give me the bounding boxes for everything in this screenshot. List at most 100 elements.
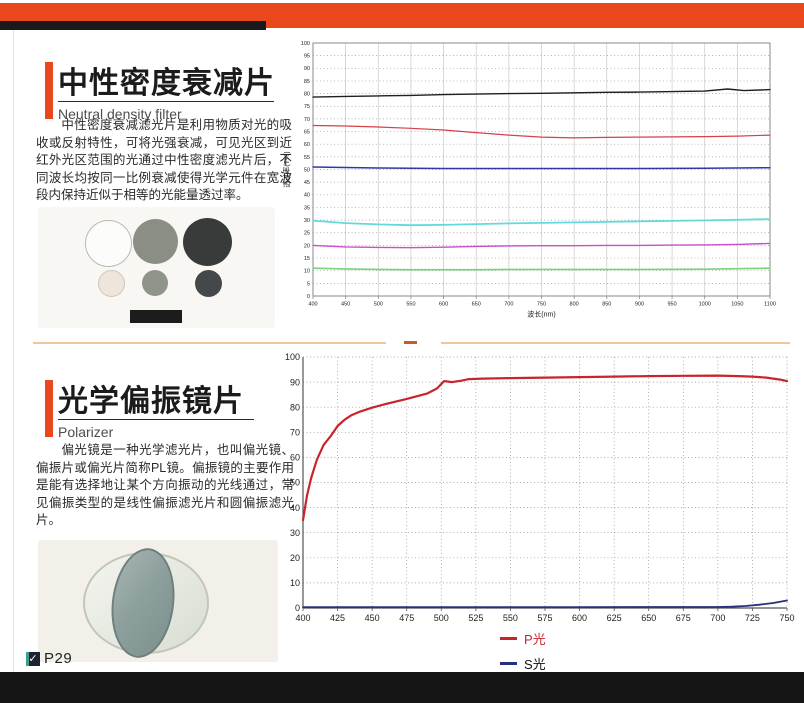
svg-text:40: 40	[304, 193, 310, 199]
page-left-edge	[13, 30, 14, 672]
svg-text:600: 600	[572, 613, 587, 623]
nd-transmission-chart: 400 450 500 550 600 650 700 750 800 850 900 950 1000…	[282, 41, 776, 319]
svg-text:45: 45	[304, 180, 310, 186]
section1-paragraph-text: 中性密度衰减滤光片是利用物质对光的吸收或反射特性，可将光强衰减，可见光区到近红外…	[36, 118, 292, 203]
section2-paragraph-text: 偏光镜是一种光学滤光片，也叫偏光镜、偏振片或偏光片简称PL镜。偏振镜的主要作用是…	[36, 443, 294, 528]
svg-text:5: 5	[307, 281, 310, 287]
p-light-dash-icon	[500, 637, 517, 640]
svg-text:850: 850	[602, 302, 611, 308]
svg-text:450: 450	[341, 302, 350, 308]
header-black-bar	[0, 21, 266, 30]
svg-text:700: 700	[504, 302, 513, 308]
svg-text:1050: 1050	[731, 302, 743, 308]
svg-text:50: 50	[304, 167, 310, 173]
svg-text:透过率(T%): 透过率(T%)	[282, 151, 291, 187]
title-accent-bar	[45, 62, 53, 119]
checkbox-check-icon: ✓	[26, 651, 40, 666]
svg-text:25: 25	[304, 231, 310, 237]
svg-text:95: 95	[304, 54, 310, 60]
svg-text:75: 75	[304, 104, 310, 110]
section2-paragraph: 偏光镜是一种光学滤光片，也叫偏光镜、偏振片或偏光片简称PL镜。偏振镜的主要作用是…	[36, 442, 294, 530]
section1-paragraph: 中性密度衰减滤光片是利用物质对光的吸收或反射特性，可将光强衰减，可见光区到近红外…	[36, 117, 292, 205]
svg-text:725: 725	[745, 613, 760, 623]
legend-item-s: S光	[500, 654, 546, 673]
svg-text:30: 30	[290, 528, 300, 538]
s-light-label: S光	[524, 657, 546, 672]
svg-text:500: 500	[434, 613, 449, 623]
page-number: ✓ P29	[26, 650, 72, 667]
svg-text:60: 60	[290, 453, 300, 463]
svg-text:575: 575	[537, 613, 552, 623]
svg-text:90: 90	[290, 377, 300, 387]
legend-item-p: P光	[500, 629, 546, 648]
nd-filter-dark-small	[195, 270, 222, 297]
section1-title-underline	[58, 101, 274, 102]
page-number-label: P29	[44, 650, 73, 667]
nd-filter-rect-sample	[130, 310, 182, 323]
svg-text:0: 0	[307, 294, 310, 300]
nd-filter-dark-large	[183, 218, 232, 266]
title-accent-bar	[45, 380, 53, 437]
chart2-legend: P光 S光	[480, 629, 546, 673]
p-light-label: P光	[524, 632, 546, 647]
svg-text:400: 400	[308, 302, 317, 308]
svg-text:40: 40	[290, 503, 300, 513]
section1-title: 中性密度衰减片	[58, 67, 275, 100]
svg-text:1000: 1000	[699, 302, 711, 308]
svg-text:35: 35	[304, 205, 310, 211]
svg-text:425: 425	[330, 613, 345, 623]
svg-text:500: 500	[374, 302, 383, 308]
nd-filter-photo	[38, 207, 275, 328]
svg-text:30: 30	[304, 218, 310, 224]
svg-text:800: 800	[570, 302, 579, 308]
svg-text:80: 80	[290, 402, 300, 412]
nd-filter-clear-large	[85, 220, 132, 267]
svg-text:0: 0	[295, 603, 300, 613]
nd-filter-gray-small	[142, 270, 168, 296]
svg-text:85: 85	[304, 79, 310, 85]
svg-text:1100: 1100	[764, 302, 776, 308]
svg-text:650: 650	[472, 302, 481, 308]
svg-text:650: 650	[641, 613, 656, 623]
svg-text:475: 475	[399, 613, 414, 623]
svg-text:10: 10	[290, 578, 300, 588]
svg-text:600: 600	[439, 302, 448, 308]
section-divider-left	[33, 342, 386, 344]
svg-text:波长(nm): 波长(nm)	[527, 310, 555, 319]
svg-text:20: 20	[290, 553, 300, 563]
svg-text:550: 550	[406, 302, 415, 308]
svg-text:15: 15	[304, 256, 310, 262]
section2-title-block: 光学偏振镜片 Polarizer	[45, 376, 295, 456]
section2-subtitle: Polarizer	[58, 424, 114, 440]
svg-text:80: 80	[304, 92, 310, 98]
section1-title-block: 中性密度衰减片 Neutral density filter	[45, 58, 295, 138]
svg-text:700: 700	[710, 613, 725, 623]
svg-text:70: 70	[304, 117, 310, 123]
section2-title-underline	[58, 419, 254, 420]
section-divider-dash	[404, 341, 417, 344]
svg-text:550: 550	[503, 613, 518, 623]
svg-text:20: 20	[304, 243, 310, 249]
svg-text:400: 400	[295, 613, 310, 623]
svg-text:750: 750	[537, 302, 546, 308]
section1-subtitle: Neutral density filter	[58, 106, 182, 122]
svg-text:90: 90	[304, 66, 310, 72]
footer-black-bar	[0, 672, 804, 703]
svg-text:55: 55	[304, 155, 310, 161]
svg-text:70: 70	[290, 427, 300, 437]
svg-text:750: 750	[779, 613, 794, 623]
svg-text:675: 675	[676, 613, 691, 623]
svg-text:100: 100	[285, 352, 300, 362]
nd-filter-gray-large	[133, 219, 178, 264]
svg-text:60: 60	[304, 142, 310, 148]
svg-text:450: 450	[365, 613, 380, 623]
polarizer-transmission-chart: 400 425 450 475 500 525 550 575 600 625 650 675 700 7…	[285, 352, 795, 623]
svg-text:525: 525	[468, 613, 483, 623]
svg-text:900: 900	[635, 302, 644, 308]
svg-text:65: 65	[304, 129, 310, 135]
svg-text:950: 950	[667, 302, 676, 308]
nd-filter-clear-small	[98, 270, 125, 297]
svg-text:100: 100	[301, 41, 310, 47]
section-divider-right	[441, 342, 790, 344]
